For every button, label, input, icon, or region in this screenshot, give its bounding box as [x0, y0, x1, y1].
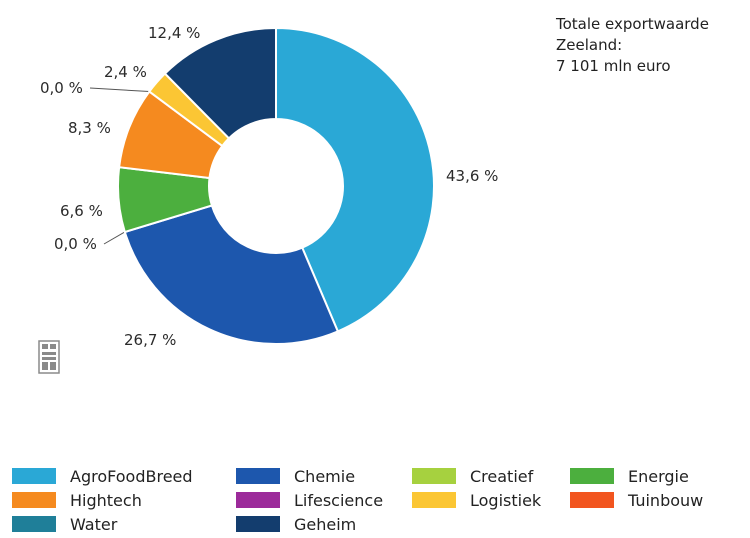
legend-swatch [12, 516, 56, 532]
leader-line-water [103, 231, 126, 245]
legend-label: Energie [628, 466, 689, 486]
data-label-water: 0,0 % [54, 235, 97, 253]
slice-agrofoodbreed [275, 26, 435, 333]
cbs-logo-icon [38, 340, 60, 374]
legend-label: Creatief [470, 466, 534, 486]
legend-swatch [570, 468, 614, 484]
slice-chemie [123, 204, 340, 345]
legend-label: Hightech [70, 490, 142, 510]
legend-label: Tuinbouw [628, 490, 704, 510]
legend-item-lifescience: Lifescience [236, 489, 383, 511]
legend-label: Geheim [294, 514, 357, 534]
donut-chart: 43,6 % 26,7 % 0,0 % 6,6 % 8,3 % 0,0 % 2,4 % 12,… [40, 24, 498, 349]
leader-line-lifescience [89, 87, 150, 93]
legend-label: Chemie [294, 466, 356, 486]
legend-item-creatief: Creatief [412, 465, 533, 487]
legend-swatch [236, 468, 280, 484]
legend-swatch [412, 468, 456, 484]
data-label-hightech: 8,3 % [68, 119, 111, 137]
legend-item-hightech: Hightech [12, 489, 142, 511]
data-label-geheim: 12,4 % [148, 24, 200, 42]
total-export-annotation: Totale exportwaarde Zeeland: 7 101 mln e… [556, 14, 709, 77]
annotation-line-1: Totale exportwaarde [556, 15, 709, 33]
legend-label: Water [70, 514, 118, 534]
data-label-lifescience: 0,0 % [40, 79, 83, 97]
legend-swatch [12, 492, 56, 508]
legend-label: Lifescience [294, 490, 384, 510]
annotation-line-2: Zeeland: [556, 36, 623, 54]
annotation-line-3: 7 101 mln euro [556, 57, 671, 75]
legend-item-logistiek: Logistiek [412, 489, 541, 511]
data-label-chemie: 26,7 % [124, 331, 176, 349]
data-label-logistiek: 2,4 % [104, 63, 147, 81]
legend-swatch [12, 468, 56, 484]
legend-swatch [570, 492, 614, 508]
legend-item-geheim: Geheim [236, 513, 356, 535]
data-label-agrofoodbreed: 43,6 % [446, 167, 498, 185]
legend-item-tuinbouw: Tuinbouw [570, 489, 703, 511]
legend-swatch [236, 492, 280, 508]
legend-item-agrofoodbreed: AgroFoodBreed [12, 465, 193, 487]
data-label-energie: 6,6 % [60, 202, 103, 220]
legend-item-chemie: Chemie [236, 465, 355, 487]
chart-legend: AgroFoodBreed Chemie Creatief Energie Hi… [0, 462, 750, 538]
slice-geheim [163, 26, 277, 140]
legend-swatch [236, 516, 280, 532]
legend-label: AgroFoodBreed [70, 466, 193, 486]
legend-label: Logistiek [470, 490, 542, 510]
legend-swatch [412, 492, 456, 508]
legend-item-energie: Energie [570, 465, 689, 487]
legend-item-water: Water [12, 513, 117, 535]
